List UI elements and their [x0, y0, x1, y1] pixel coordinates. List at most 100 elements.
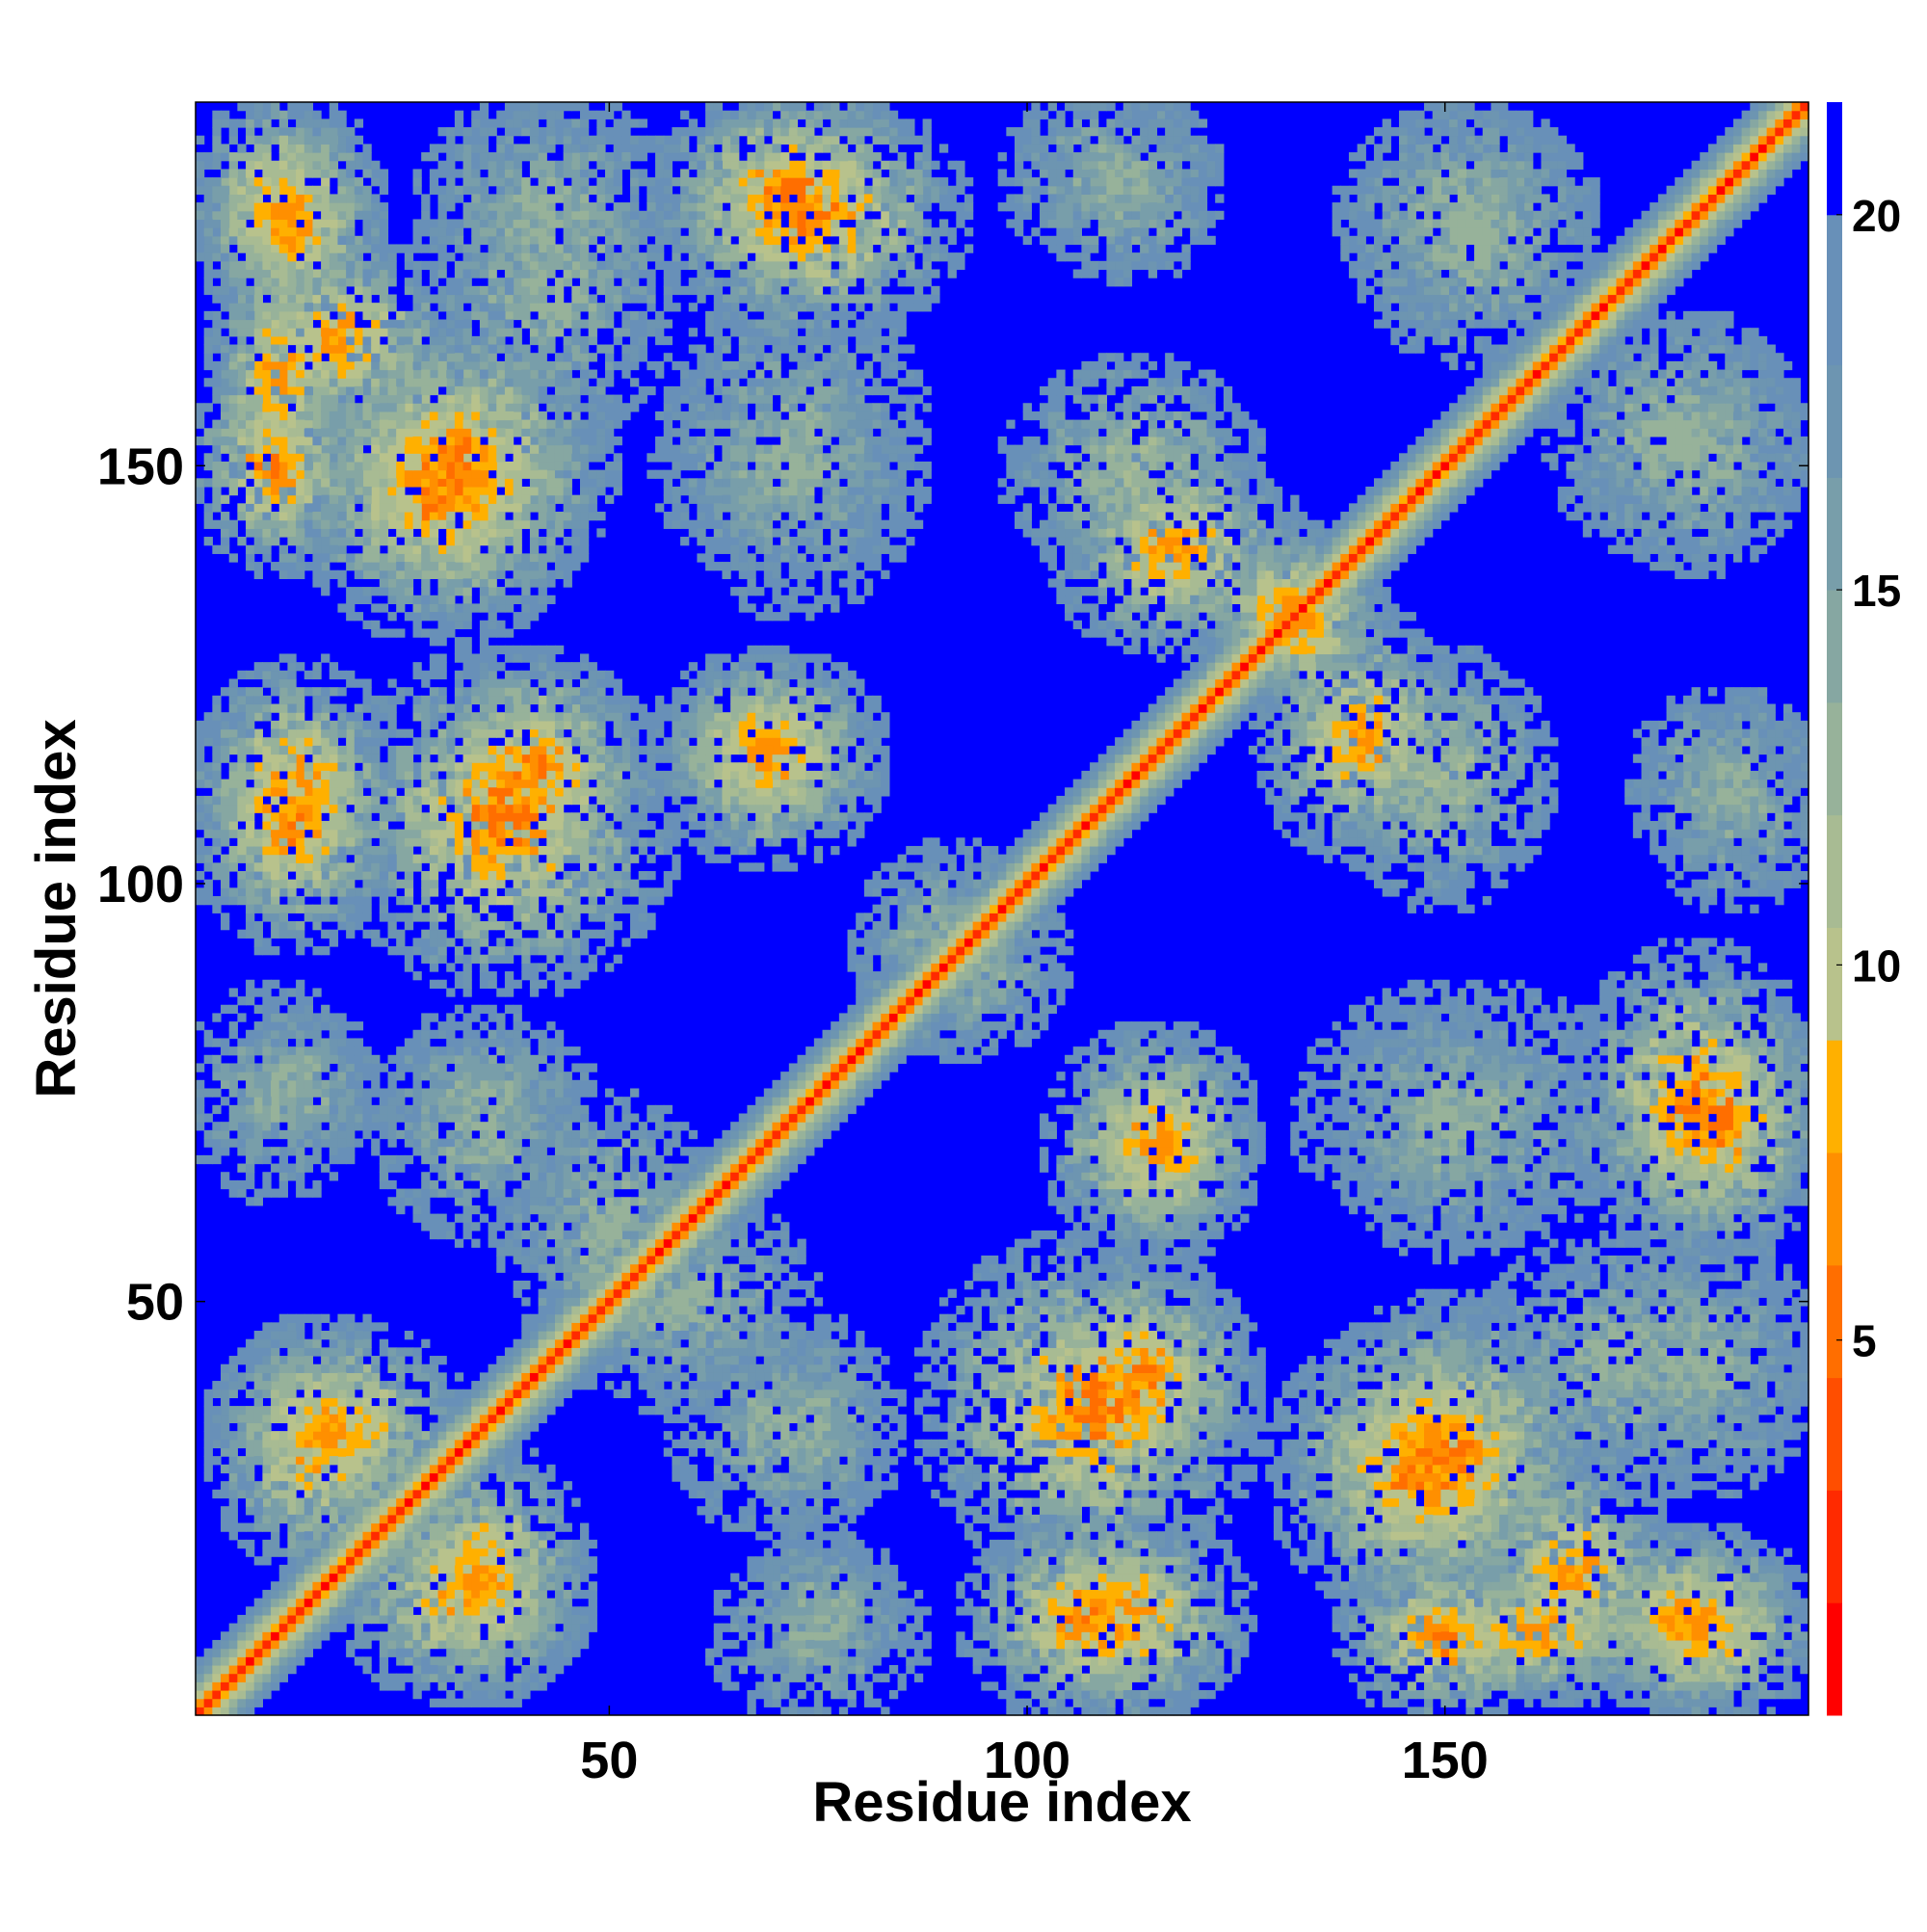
heatmap-cell [296, 470, 304, 479]
heatmap-cell [1658, 1281, 1667, 1289]
heatmap-cell [546, 445, 555, 454]
heatmap-cell [296, 403, 304, 411]
heatmap-cell [823, 1046, 832, 1055]
heatmap-cell [814, 1072, 823, 1080]
heatmap-cell [1692, 1314, 1701, 1323]
heatmap-cell [805, 1063, 814, 1072]
heatmap-cell [1717, 1339, 1726, 1348]
heatmap-cell [421, 286, 430, 295]
heatmap-cell [514, 336, 522, 345]
heatmap-cell [262, 345, 271, 354]
heatmap-cell [1700, 186, 1708, 195]
heatmap-cell [1692, 1599, 1701, 1607]
heatmap-cell [496, 1440, 505, 1448]
heatmap-cell [539, 211, 547, 220]
heatmap-cell [496, 1381, 505, 1389]
heatmap-cell [1658, 286, 1667, 295]
heatmap-cell [539, 311, 547, 320]
heatmap-cell [1358, 553, 1366, 562]
heatmap-cell [1023, 880, 1032, 888]
heatmap-cell [914, 938, 923, 946]
heatmap-cell [580, 144, 589, 152]
heatmap-cell [1800, 1615, 1808, 1624]
heatmap-cell [1733, 161, 1742, 170]
heatmap-cell [1333, 545, 1341, 554]
heatmap-cell [1633, 1490, 1642, 1498]
heatmap-cell [1758, 1581, 1767, 1590]
heatmap-cell [605, 269, 614, 278]
heatmap-cell [246, 269, 254, 278]
heatmap-cell [1524, 1615, 1533, 1624]
heatmap-cell [580, 303, 589, 311]
heatmap-cell [1390, 1606, 1399, 1615]
heatmap-cell [287, 236, 296, 245]
heatmap-cell [1465, 1665, 1474, 1674]
heatmap-cell [1458, 1640, 1466, 1649]
heatmap-cell [1775, 1322, 1783, 1331]
heatmap-cell [1617, 1599, 1625, 1607]
heatmap-cell [1775, 161, 1783, 170]
heatmap-cell [1365, 487, 1374, 495]
heatmap-cell [714, 1147, 723, 1155]
heatmap-cell [546, 1322, 555, 1331]
heatmap-cell [1390, 1649, 1399, 1657]
heatmap-cell [923, 996, 932, 1005]
heatmap-cell [1767, 152, 1776, 161]
heatmap-cell [1775, 1422, 1783, 1431]
heatmap-cell [304, 395, 313, 404]
heatmap-cell [1725, 1331, 1733, 1339]
heatmap-cell [530, 1347, 539, 1356]
heatmap-cell [1148, 787, 1157, 796]
heatmap-cell [823, 1097, 832, 1105]
heatmap-cell [1725, 1674, 1733, 1682]
heatmap-cell [881, 1038, 889, 1046]
heatmap-cell [1048, 896, 1057, 905]
heatmap-cell [530, 269, 539, 278]
heatmap-cell [1700, 161, 1708, 170]
heatmap-cell [1541, 1447, 1549, 1456]
heatmap-cell [1365, 562, 1374, 570]
heatmap-cell [514, 1356, 522, 1364]
heatmap-cell [1465, 1640, 1474, 1649]
heatmap-cell [1073, 837, 1082, 846]
heatmap-cell [262, 1624, 271, 1632]
heatmap-cell [1257, 671, 1266, 679]
heatmap-cell [387, 1548, 396, 1557]
heatmap-cell [413, 286, 422, 295]
heatmap-cell [589, 202, 597, 211]
heatmap-cell [1574, 1631, 1583, 1640]
heatmap-cell [923, 971, 932, 980]
heatmap-cell [496, 1356, 505, 1364]
heatmap-cell [1750, 1649, 1758, 1657]
heatmap-cell [254, 378, 263, 386]
heatmap-cell [772, 1147, 780, 1155]
heatmap-cell [1725, 1615, 1733, 1624]
heatmap-cell [1474, 420, 1483, 429]
heatmap-cell [605, 428, 614, 437]
heatmap-cell [564, 1339, 572, 1348]
heatmap-cell [614, 1247, 622, 1256]
heatmap-cell [1524, 1381, 1533, 1389]
heatmap-cell [396, 1465, 405, 1473]
heatmap-cell [1633, 1281, 1642, 1289]
heatmap-cell [254, 512, 263, 520]
heatmap-cell [488, 269, 497, 278]
heatmap-cell [1792, 1615, 1801, 1624]
heatmap-cell [430, 320, 438, 329]
heatmap-cell [621, 411, 630, 420]
heatmap-cell [780, 1080, 789, 1089]
heatmap-cell [1299, 595, 1307, 604]
heatmap-cell [1667, 1631, 1676, 1640]
heatmap-cell [254, 219, 263, 227]
heatmap-cell [1499, 1631, 1508, 1640]
heatmap-cell [1658, 1364, 1667, 1373]
heatmap-cell [1474, 1356, 1483, 1364]
heatmap-cell [496, 1397, 505, 1406]
heatmap-cell [571, 269, 580, 278]
heatmap-cell [514, 1389, 522, 1398]
heatmap-cell [237, 169, 246, 177]
heatmap-cell [221, 445, 229, 454]
heatmap-cell [1725, 1606, 1733, 1615]
heatmap-cell [722, 1205, 730, 1214]
heatmap-cell [505, 303, 514, 311]
